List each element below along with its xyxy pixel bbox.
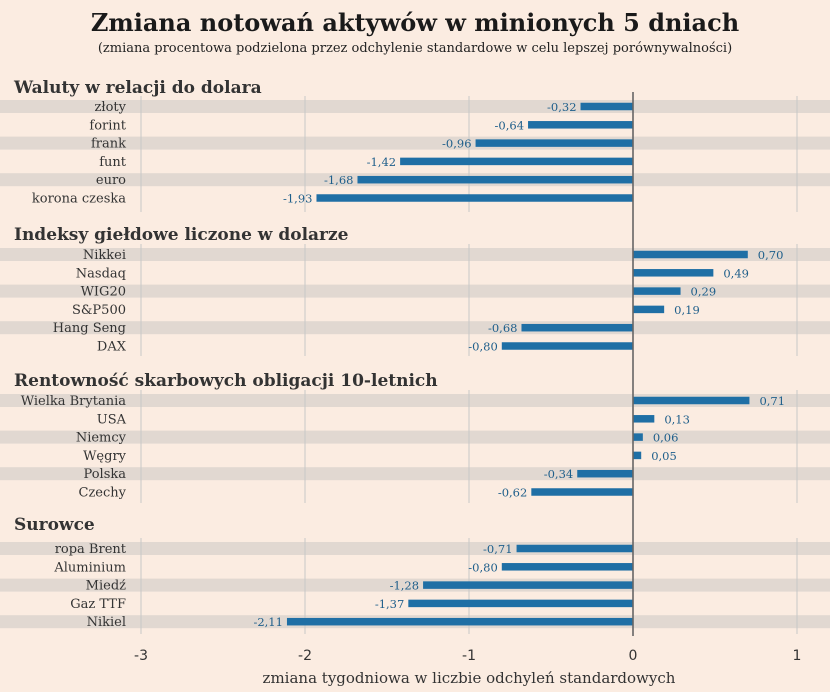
bar xyxy=(286,617,633,626)
value-label: -0,32 xyxy=(547,100,577,114)
x-tick-label: -1 xyxy=(462,648,476,664)
bar xyxy=(423,581,633,589)
x-tick-label: -2 xyxy=(298,648,312,664)
category-label: Nikkei xyxy=(83,248,126,263)
value-label: 0,29 xyxy=(691,285,717,299)
value-label: 0,13 xyxy=(664,412,690,426)
value-label: -0,68 xyxy=(488,321,518,335)
category-label: USA xyxy=(97,412,127,427)
bar xyxy=(633,305,665,314)
value-label: -0,71 xyxy=(483,542,513,556)
row-band xyxy=(0,284,830,298)
category-label: Miedź xyxy=(86,579,126,594)
category-label: Nasdaq xyxy=(76,266,126,281)
bar xyxy=(528,121,633,129)
value-label: 0,49 xyxy=(723,266,749,280)
value-label: -1,28 xyxy=(390,579,420,593)
group-title: Indeksy giełdowe liczone w dolarze xyxy=(14,225,349,245)
bar xyxy=(400,157,633,166)
value-label: -1,42 xyxy=(367,155,397,169)
category-label: Gaz TTF xyxy=(70,597,126,612)
bar xyxy=(633,396,750,405)
bar xyxy=(475,139,633,147)
category-label: frank xyxy=(91,137,126,152)
category-label: Wielka Brytania xyxy=(21,394,127,409)
value-label: 0,70 xyxy=(758,248,784,262)
category-label: Niemcy xyxy=(76,431,127,446)
category-label: euro xyxy=(96,173,126,188)
value-label: -1,68 xyxy=(324,173,354,187)
value-label: -0,96 xyxy=(442,137,472,151)
value-label: -2,11 xyxy=(253,615,283,629)
bar xyxy=(357,175,633,184)
row-band xyxy=(0,248,830,261)
group-title: Rentowność skarbowych obligacji 10-letni… xyxy=(14,371,438,391)
bar xyxy=(633,269,714,277)
x-tick-label: -3 xyxy=(134,648,148,664)
chart-title: Zmiana notowań aktywów w minionych 5 dni… xyxy=(91,8,739,37)
category-label: Aluminium xyxy=(53,560,126,575)
bar xyxy=(577,469,633,478)
x-tick-label: 0 xyxy=(629,648,638,664)
bar xyxy=(316,194,633,202)
x-tick-label: 1 xyxy=(793,648,802,664)
bar xyxy=(531,488,633,496)
category-label: złoty xyxy=(95,100,127,115)
category-label: DAX xyxy=(97,340,127,355)
category-label: Czechy xyxy=(79,486,127,501)
value-label: 0,06 xyxy=(653,431,679,445)
bar xyxy=(521,323,633,332)
value-label: -0,34 xyxy=(544,467,574,481)
value-label: 0,05 xyxy=(651,449,677,463)
value-label: -1,93 xyxy=(283,192,313,206)
category-label: forint xyxy=(89,118,126,133)
value-label: 0,71 xyxy=(759,394,785,408)
row-band xyxy=(0,394,830,407)
category-label: Nikiel xyxy=(87,615,126,630)
bar xyxy=(633,287,681,295)
category-label: ropa Brent xyxy=(55,542,127,557)
category-label: Hang Seng xyxy=(53,321,126,336)
category-label: S&P500 xyxy=(72,303,126,318)
category-label: WIG20 xyxy=(81,285,126,300)
row-band xyxy=(0,430,830,444)
bar xyxy=(516,544,633,553)
bar xyxy=(501,342,633,350)
bar xyxy=(633,451,642,460)
category-label: funt xyxy=(99,155,127,170)
value-label: -1,37 xyxy=(375,597,405,611)
category-label: korona czeska xyxy=(32,192,126,207)
value-label: -0,62 xyxy=(498,486,528,500)
bar xyxy=(580,102,633,111)
bar xyxy=(408,599,633,608)
bar xyxy=(633,250,748,259)
bar xyxy=(501,563,633,571)
chart-subtitle: (zmiana procentowa podzielona przez odch… xyxy=(98,41,732,56)
bar xyxy=(633,433,643,441)
category-label: Węgry xyxy=(83,449,127,464)
value-label: -0,64 xyxy=(495,118,525,132)
x-axis-label: zmiana tygodniowa w liczbie odchyleń sta… xyxy=(263,669,676,687)
value-label: 0,19 xyxy=(674,303,700,317)
group-title: Waluty w relacji do dolara xyxy=(13,78,262,98)
value-label: -0,80 xyxy=(468,340,498,354)
category-label: Polska xyxy=(83,467,126,482)
group-title: Surowce xyxy=(14,515,95,535)
value-label: -0,80 xyxy=(468,560,498,574)
bar xyxy=(633,415,655,423)
